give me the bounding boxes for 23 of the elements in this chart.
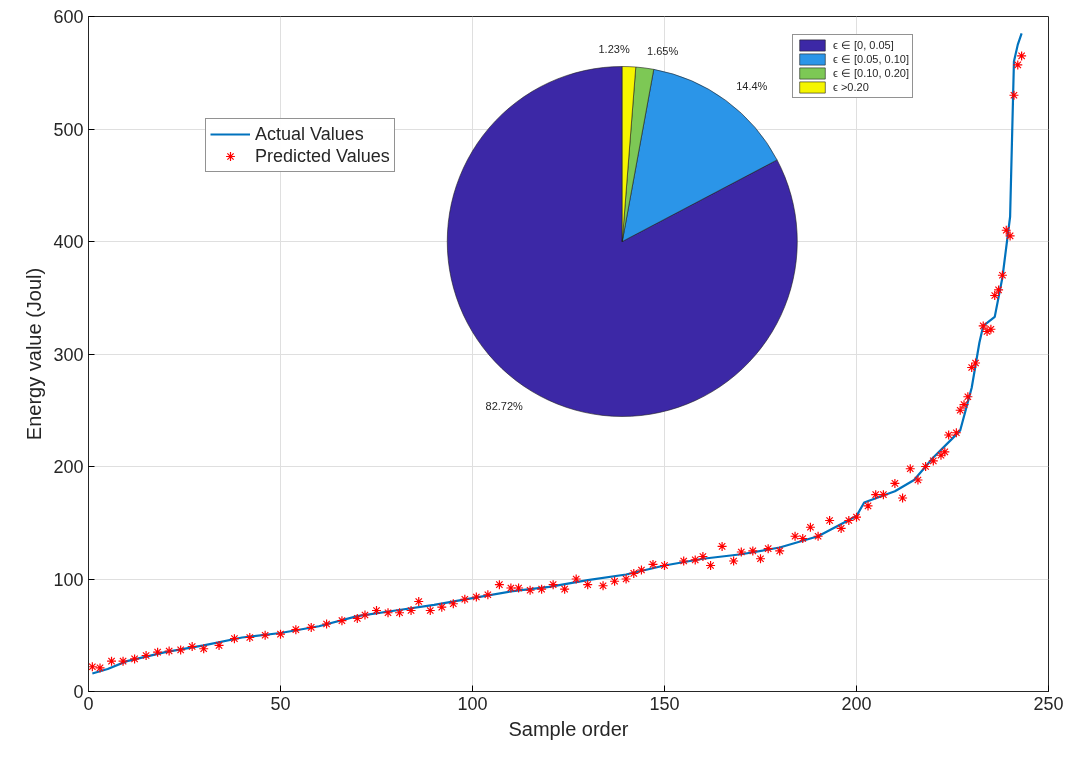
y-tick-label: 200	[53, 457, 84, 477]
x-axis-title: Sample order	[508, 717, 629, 740]
data-label: 1.65%	[647, 44, 679, 57]
data-label: 14.4%	[736, 80, 768, 93]
y-tick-label: 500	[53, 119, 84, 140]
x-tick-label: 50	[270, 693, 291, 714]
y-axis-title: Energy value (Joul)	[23, 267, 46, 441]
data-label: 1.23%	[598, 43, 630, 56]
legend-label: ϵ ∈ [0.10, 0.20]	[833, 66, 910, 80]
y-tick-label: 100	[53, 569, 84, 590]
legend-label: ϵ ∈ [0, 0.05]	[833, 38, 894, 52]
x-tick-label: 150	[649, 693, 680, 714]
y-tick-label: 600	[53, 7, 84, 27]
x-tick-label: 250	[1033, 693, 1064, 714]
y-tick-label: 400	[53, 232, 84, 252]
legend-label: ϵ ∈ [0.05, 0.10]	[833, 52, 910, 66]
legend-label: ϵ >0.20	[833, 80, 869, 94]
legend-label: Predicted Values	[255, 145, 390, 167]
legend-label: Actual Values	[255, 123, 364, 145]
y-tick-label: 300	[53, 344, 84, 365]
x-tick-label: 100	[457, 693, 488, 714]
x-tick-label: 200	[841, 693, 872, 714]
data-label: 82.72%	[485, 400, 524, 413]
